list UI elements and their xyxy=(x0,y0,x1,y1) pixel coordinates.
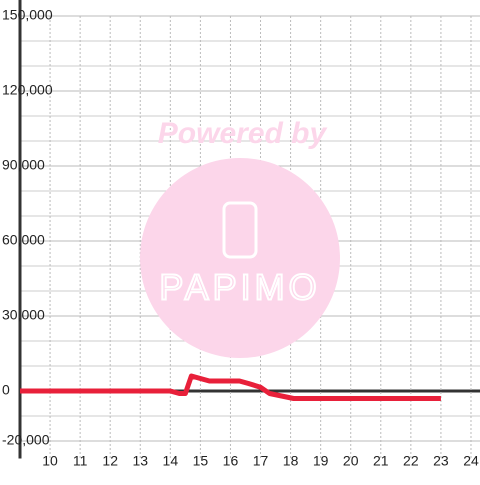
y-tick-label: -20,000 xyxy=(2,432,50,448)
x-tick-label: 24 xyxy=(463,453,479,469)
x-tick-label: 22 xyxy=(403,453,419,469)
x-tick-label: 15 xyxy=(193,453,209,469)
y-tick-label: 0 xyxy=(2,382,10,398)
x-tick-label: 18 xyxy=(283,453,299,469)
x-tick-label: 23 xyxy=(433,453,449,469)
y-tick-label: 150,000 xyxy=(2,7,53,23)
watermark-logo: PAPIMO xyxy=(159,267,320,308)
x-tick-label: 14 xyxy=(163,453,179,469)
watermark: Powered by PAPIMO xyxy=(140,117,340,358)
y-tick-label: 90,000 xyxy=(2,157,45,173)
x-tick-label: 10 xyxy=(42,453,58,469)
y-tick-label: 60,000 xyxy=(2,232,45,248)
watermark-icon xyxy=(222,201,258,259)
x-tick-label: 17 xyxy=(253,453,269,469)
line xyxy=(20,373,441,401)
x-tick-label: 20 xyxy=(343,453,359,469)
x-tick-label: 11 xyxy=(73,453,88,469)
y-tick-label: 120,000 xyxy=(2,82,53,98)
x-tick-label: 12 xyxy=(102,453,118,469)
y-tick-label: 30,000 xyxy=(2,307,45,323)
x-tick-label: 16 xyxy=(223,453,239,469)
x-tick-label: 19 xyxy=(313,453,329,469)
watermark-text: Powered by xyxy=(158,117,328,150)
x-tick-label: 21 xyxy=(373,453,389,469)
x-tick-label: 13 xyxy=(132,453,148,469)
